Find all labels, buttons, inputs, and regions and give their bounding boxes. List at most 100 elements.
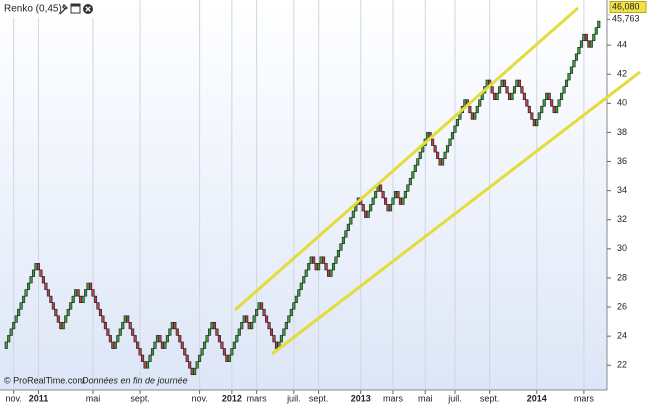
brick-up	[478, 99, 482, 107]
brick-down	[260, 302, 264, 310]
brick-up	[346, 223, 350, 231]
x-tick-label: 2011	[29, 393, 49, 403]
brick-up	[374, 191, 378, 199]
x-tick-label: mars	[247, 393, 267, 403]
brick-up	[116, 335, 120, 343]
brick-down	[396, 191, 400, 199]
brick-up	[560, 92, 564, 100]
brick-down	[265, 315, 269, 323]
brick-down	[59, 322, 63, 330]
x-tick-label: 2014	[527, 393, 547, 403]
brick-up	[408, 177, 412, 186]
brick-down	[190, 367, 194, 376]
brick-down	[379, 184, 383, 192]
brick-up	[299, 282, 303, 290]
brick-up	[406, 184, 410, 192]
y-tick-label: 26	[617, 301, 627, 311]
brick-up	[289, 308, 293, 317]
brick-up	[205, 335, 209, 343]
brick-up	[123, 315, 127, 323]
brick-down	[520, 86, 524, 94]
brick-up	[61, 322, 65, 330]
brick-up	[309, 256, 313, 264]
brick-down	[269, 328, 274, 336]
brick-up	[401, 197, 405, 205]
brick-down	[312, 256, 316, 264]
brick-up	[542, 99, 546, 107]
brick-up	[150, 348, 155, 356]
brick-up	[34, 263, 38, 271]
brick-up	[453, 125, 457, 133]
brick-up	[567, 73, 571, 81]
y-tick-label: 22	[617, 360, 627, 370]
brick-up	[193, 367, 197, 376]
brick-up	[319, 256, 323, 264]
brick-down	[49, 295, 53, 303]
brick-up	[351, 210, 355, 218]
brick-down	[96, 302, 100, 310]
brick-down	[54, 308, 58, 317]
brick-up	[198, 354, 202, 362]
brick-down	[436, 151, 440, 159]
brick-up	[555, 105, 559, 114]
brick-up	[235, 335, 239, 343]
brick-down	[493, 92, 497, 100]
brick-up	[69, 302, 73, 310]
brick-up	[66, 308, 70, 317]
brick-down	[468, 105, 472, 114]
x-tick-label: juil.	[286, 393, 301, 403]
brick-down	[160, 341, 164, 349]
brick-down	[505, 86, 509, 94]
brick-up	[230, 348, 234, 356]
brick-up	[118, 328, 122, 336]
brick-up	[473, 112, 477, 120]
brick-up	[165, 335, 169, 343]
brick-up	[294, 295, 298, 303]
settings-icon[interactable]	[59, 3, 69, 15]
x-tick-label: sept.	[480, 393, 500, 403]
brick-down	[384, 197, 388, 205]
brick-up	[450, 132, 455, 140]
brick-up	[455, 119, 459, 127]
brick-up	[572, 60, 576, 68]
brick-down	[136, 341, 140, 349]
brick-up	[168, 328, 172, 336]
brick-up	[341, 236, 345, 245]
brick-up	[535, 119, 539, 127]
brick-up	[371, 197, 375, 205]
header-icons[interactable]	[59, 3, 93, 15]
brick-down	[106, 328, 110, 336]
brick-down	[138, 348, 142, 356]
brick-up	[22, 295, 26, 303]
y-tick-label: 38	[617, 127, 627, 137]
bricks	[4, 20, 601, 376]
brick-down	[185, 354, 189, 362]
brick-down	[51, 302, 55, 310]
brick-up	[302, 276, 306, 284]
y-tick-label: 34	[617, 185, 627, 195]
brick-up	[24, 289, 28, 297]
brick-down	[438, 158, 442, 166]
brick-down	[128, 322, 132, 330]
brick-up	[207, 328, 212, 336]
brick-down	[131, 328, 135, 336]
brick-up	[210, 322, 214, 330]
brick-up	[413, 164, 417, 173]
brick-up	[369, 204, 373, 212]
brick-up	[84, 289, 88, 297]
y-tick-label: 44	[617, 39, 627, 49]
trend-line-upper	[234, 6, 579, 312]
brick-down	[133, 335, 137, 343]
brick-down	[175, 328, 179, 336]
brick-down	[245, 315, 249, 323]
brick-up	[344, 230, 348, 238]
brick-up	[569, 66, 574, 74]
x-tick-label: sept.	[309, 393, 329, 403]
brick-down	[36, 263, 41, 271]
brick-up	[537, 112, 541, 120]
brick-down	[103, 322, 107, 330]
brick-up	[540, 105, 544, 114]
brick-up	[564, 79, 569, 87]
brick-up	[592, 33, 596, 42]
brick-down	[364, 210, 368, 218]
